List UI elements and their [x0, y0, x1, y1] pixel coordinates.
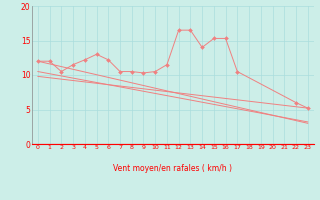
X-axis label: Vent moyen/en rafales ( km/h ): Vent moyen/en rafales ( km/h )	[113, 164, 232, 173]
